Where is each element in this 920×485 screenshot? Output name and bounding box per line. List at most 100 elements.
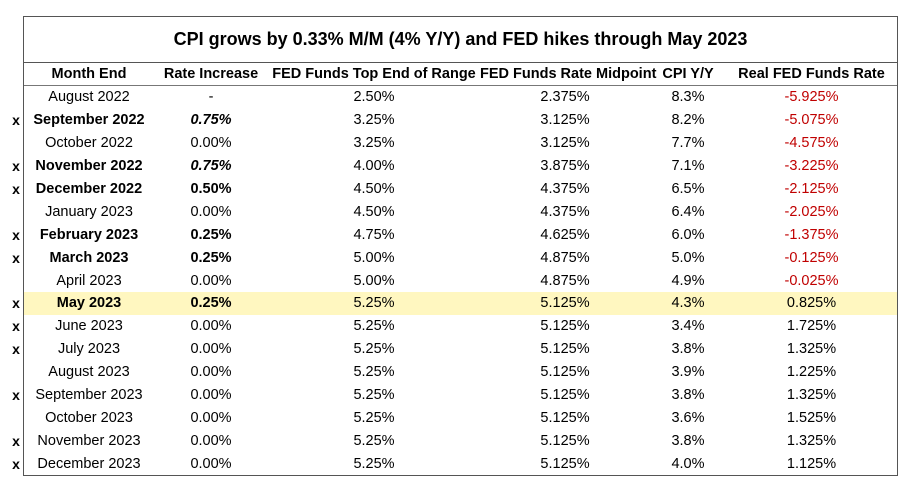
column-header-top-end: FED Funds Top End of Range [268,63,480,86]
cell-real-rate: -5.075% [784,112,839,129]
cell-rate-increase: 0.00% [190,409,232,426]
cell-cpi: 3.8% [671,432,705,449]
cell-rate-increase: 0.00% [190,203,232,220]
table-row: April 2023 0.00% 5.00% 4.875% 4.9% -0.025% [24,269,897,292]
table-row: August 2023 0.00% 5.25% 5.125% 3.9% 1.225% [24,361,897,384]
cell-real-rate: -2.025% [784,203,839,220]
cell-midpoint: 5.125% [540,387,590,404]
cell-real-rate: 1.225% [786,364,837,381]
cell-midpoint: 4.875% [540,249,590,266]
cell-cpi: 6.5% [671,181,705,197]
table-row: January 2023 0.00% 4.50% 4.375% 6.4% -2.025% [24,200,897,223]
cell-month: October 2023 [45,409,133,426]
cell-month: August 2022 [48,89,130,106]
cell-month: October 2022 [45,135,133,152]
cell-midpoint: 5.125% [540,364,590,381]
cell-midpoint: 3.875% [540,158,590,175]
table-row: February 2023 0.25% 4.75% 4.625% 6.0% -1.375% [24,223,897,246]
cell-top-end: 5.25% [353,387,395,404]
table-row: July 2023 0.00% 5.25% 5.125% 3.8% 1.325% [24,338,897,361]
cell-rate-increase: 0.00% [190,272,232,289]
table-row: August 2022 - 2.50% 2.375% 8.3% -5.925% [24,86,897,109]
cell-top-end: 5.00% [353,249,395,266]
cell-midpoint: 5.125% [540,455,590,472]
cell-month: January 2023 [45,203,133,220]
table-row: October 2022 0.00% 3.25% 3.125% 7.7% -4.575% [24,132,897,155]
table-row: November 2022 0.75% 4.00% 3.875% 7.1% -3.225% [24,155,897,178]
cell-top-end: 5.25% [353,364,395,381]
cell-top-end: 5.25% [353,318,395,335]
cell-cpi: 6.4% [671,203,705,220]
cell-month: March 2023 [49,249,129,266]
row-mark: x [12,387,20,404]
row-mark: x [12,226,20,243]
cell-real-rate: 1.725% [786,318,837,335]
table-row: September 2023 0.00% 5.25% 5.125% 3.8% 1.325% [24,384,897,407]
cell-midpoint: 4.375% [540,181,590,197]
cell-rate-increase: 0.00% [190,341,232,358]
row-mark: x [12,341,20,358]
cell-midpoint: 5.125% [540,318,590,335]
cell-midpoint: 4.375% [540,203,590,220]
cell-cpi: 4.9% [671,272,705,289]
table-row: June 2023 0.00% 5.25% 5.125% 3.4% 1.725% [24,315,897,338]
chart-title: CPI grows by 0.33% M/M (4% Y/Y) and FED … [24,17,897,63]
cell-month: December 2022 [35,181,143,197]
cell-cpi: 3.8% [671,341,705,358]
cell-real-rate: 1.125% [786,455,837,472]
cell-cpi: 3.4% [671,318,705,335]
cell-top-end: 2.50% [353,89,395,106]
table-body: August 2022 - 2.50% 2.375% 8.3% -5.925% Septem… [24,86,897,476]
table-row: October 2023 0.00% 5.25% 5.125% 3.6% 1.525% [24,406,897,429]
cell-cpi: 4.0% [671,455,705,472]
table-row: September 2022 0.75% 3.25% 3.125% 8.2% -5.075… [24,109,897,132]
cell-rate-increase: 0.50% [190,181,232,197]
column-header-midpoint: FED Funds Rate Midpoint [480,63,656,86]
cell-month: February 2023 [39,226,139,243]
cell-real-rate: -0.025% [784,272,839,289]
cell-midpoint: 4.625% [540,226,590,243]
cell-month: April 2023 [56,272,122,289]
cell-midpoint: 5.125% [540,432,590,449]
cell-month: August 2023 [48,364,130,381]
cell-month: November 2022 [35,158,143,175]
cell-cpi: 5.0% [671,249,705,266]
cell-rate-increase: 0.00% [190,455,232,472]
cell-top-end: 4.50% [353,203,395,220]
cell-top-end: 5.25% [353,432,395,449]
row-mark: x [12,158,20,175]
cell-cpi: 8.3% [671,89,705,106]
row-mark: x [12,295,20,312]
cell-real-rate: -0.125% [784,249,839,266]
cell-month: July 2023 [57,341,121,358]
table-row: May 2023 0.25% 5.25% 5.125% 4.3% 0.825% [24,292,897,315]
cell-real-rate: -1.375% [784,226,839,243]
row-mark: x [12,455,20,472]
cell-top-end: 3.25% [353,112,395,129]
cell-rate-increase: 0.00% [190,318,232,335]
cell-rate-increase: 0.75% [190,158,232,175]
row-mark: x [12,318,20,335]
cell-rate-increase: 0.75% [190,112,232,129]
cell-real-rate: -4.575% [784,135,839,152]
cell-cpi: 4.3% [650,292,726,315]
cell-real-rate: 1.325% [786,387,837,404]
cell-month: September 2023 [35,387,143,404]
cell-rate-increase: - [208,89,214,106]
cell-cpi: 3.8% [671,387,705,404]
cell-cpi: 7.1% [671,158,705,175]
table-frame: CPI grows by 0.33% M/M (4% Y/Y) and FED … [23,16,898,476]
cell-top-end: 4.00% [353,158,395,175]
cell-month: September 2022 [33,112,145,129]
cell-real-rate: -3.225% [784,158,839,175]
table-row: December 2022 0.50% 4.50% 4.375% 6.5% -2.125% [24,178,897,201]
cell-rate-increase: 0.25% [190,226,232,243]
table-row: November 2023 0.00% 5.25% 5.125% 3.8% 1.325% [24,429,897,452]
row-mark: x [12,432,20,449]
cell-midpoint: 4.875% [540,272,590,289]
cell-month: November 2023 [37,432,141,449]
row-mark: x [12,112,20,129]
cell-month: June 2023 [55,318,123,335]
column-header-real-rate: Real FED Funds Rate [726,63,897,86]
cell-top-end: 5.25% [353,409,395,426]
